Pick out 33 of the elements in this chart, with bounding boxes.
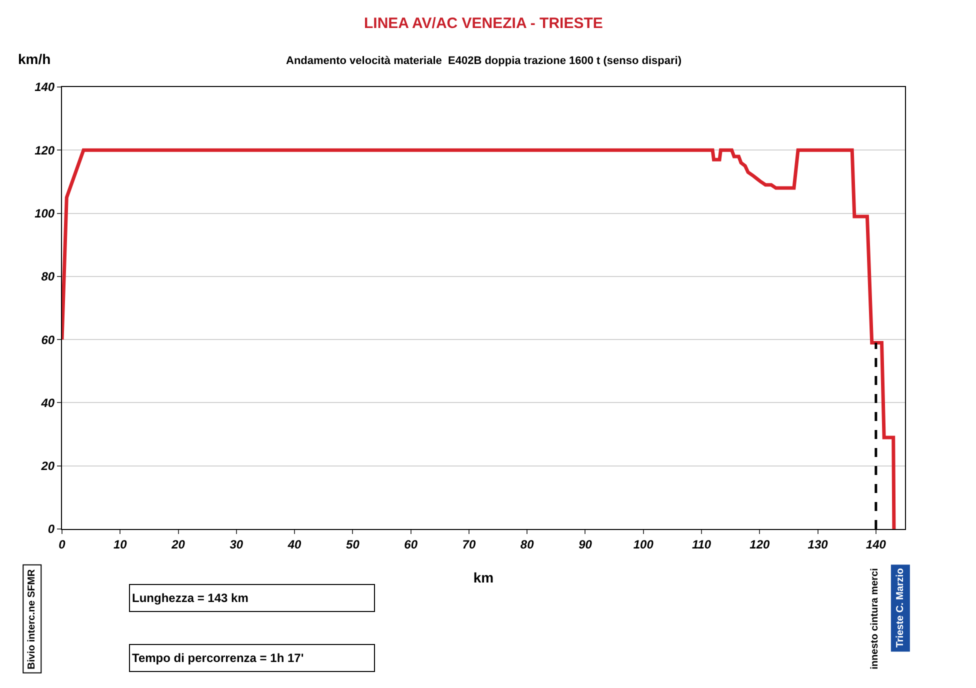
y-tick-label: 60 xyxy=(41,332,55,347)
x-tick-label: 120 xyxy=(750,537,770,552)
x-tick-label: 40 xyxy=(286,537,302,552)
text: Lunghezza = 143 km xyxy=(132,591,248,605)
x-tick-label: 30 xyxy=(230,537,244,552)
y-tick-label: 100 xyxy=(34,206,55,220)
y-tick-label: 140 xyxy=(34,80,55,94)
y-tick-label: 0 xyxy=(48,522,55,536)
x-axis-title: km xyxy=(473,570,494,586)
x-tick-label: 10 xyxy=(113,537,128,552)
chart-subtitle: Andamento velocità materiale E402B doppia trazione 1600 t (senso dispari) xyxy=(286,55,682,67)
x-tick-label: 100 xyxy=(633,537,654,552)
x-tick-label: 110 xyxy=(692,537,712,552)
x-tick-label: 20 xyxy=(170,537,186,552)
y-tick-label: 80 xyxy=(41,270,55,284)
line-series xyxy=(62,148,896,529)
x-tick-label: 60 xyxy=(404,537,418,552)
x-tick-label: 50 xyxy=(346,537,360,552)
y-tick-label: 40 xyxy=(40,396,55,410)
x-tick-label: 140 xyxy=(866,537,886,552)
text: Bivio interc.ne SFMR xyxy=(26,568,38,670)
x-tick-label: 80 xyxy=(520,537,534,552)
x-tick-label: 90 xyxy=(578,537,592,552)
x-tick-label: 130 xyxy=(808,537,828,552)
text: Tempo di percorrenza = 1h 17' xyxy=(132,651,304,665)
text: Trieste C. Marzio xyxy=(894,568,906,648)
y-tick-label: 120 xyxy=(34,143,55,158)
x-tick-label: 0 xyxy=(58,537,66,552)
y-tick-label: 20 xyxy=(40,459,55,474)
x-tick-label: 70 xyxy=(462,537,476,552)
y-axis-title: km/h xyxy=(18,51,51,67)
chart-title: LINEA AV/AC VENEZIA - TRIESTE xyxy=(364,15,603,32)
text: innesto cintura merci xyxy=(870,568,881,670)
